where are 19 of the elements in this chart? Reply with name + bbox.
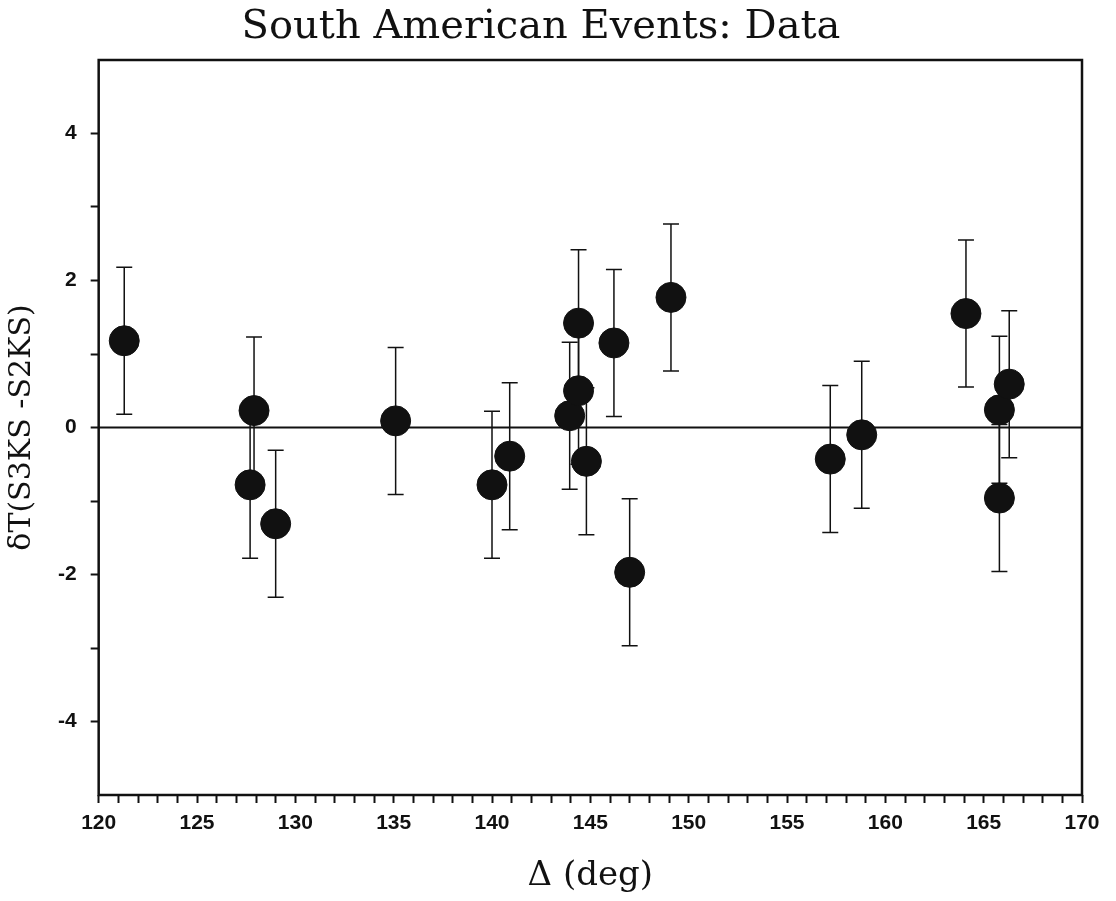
x-tick-label: 125 (179, 810, 215, 834)
y-axis-title: δT(S3KS -S2KS) (1, 304, 37, 551)
x-tick-label: 170 (1064, 810, 1100, 834)
x-tick-label: 130 (277, 810, 313, 834)
y-tick-label: -2 (57, 561, 77, 585)
x-tick-label: 150 (671, 810, 707, 834)
y-tick-label: 0 (64, 414, 77, 438)
x-tick-label: 140 (474, 810, 510, 834)
chart-title: South American Events: Data (241, 1, 841, 48)
y-tick-label: 4 (64, 120, 77, 144)
x-tick-label: 155 (769, 810, 805, 834)
x-tick-label: 120 (81, 810, 117, 834)
y-tick-label: 2 (64, 267, 77, 291)
x-axis-title: Δ (deg) (527, 853, 654, 894)
x-tick-label: 135 (376, 810, 412, 834)
x-tick-label: 165 (966, 810, 1002, 834)
x-tick-label: 160 (867, 810, 903, 834)
y-tick-label: -4 (57, 708, 77, 732)
x-tick-label: 145 (572, 810, 609, 834)
